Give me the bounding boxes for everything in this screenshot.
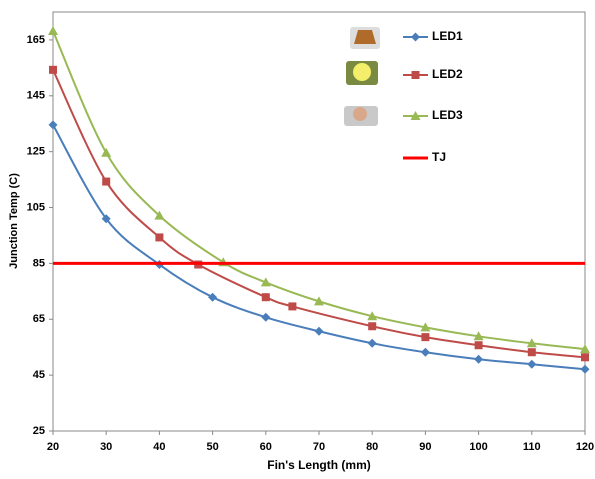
legend-label: TJ — [432, 150, 446, 164]
point — [208, 293, 217, 302]
x-axis-label: Fin's Length (mm) — [267, 458, 371, 472]
point — [262, 293, 270, 301]
y-tick-label: 65 — [33, 313, 45, 325]
point — [261, 313, 270, 322]
point — [528, 348, 536, 356]
page: {"chart_data": {"type": "line", "x_label… — [0, 0, 595, 479]
legend-label: LED2 — [432, 67, 463, 81]
point — [581, 365, 590, 374]
x-tick-label: 70 — [313, 441, 325, 453]
point — [288, 302, 296, 310]
point — [421, 348, 430, 357]
x-tick-label: 30 — [100, 441, 112, 453]
y-tick-label: 145 — [27, 90, 45, 102]
x-tick-label: 110 — [523, 441, 541, 453]
legend-marker — [412, 71, 420, 79]
plot-frame — [53, 12, 585, 431]
point — [48, 26, 58, 35]
x-tick-label: 90 — [419, 441, 431, 453]
x-tick-label: 60 — [260, 441, 272, 453]
legend-marker — [411, 33, 420, 42]
legend-label: LED1 — [432, 29, 463, 43]
y-tick-label: 25 — [33, 425, 45, 437]
x-tick-label: 20 — [47, 441, 59, 453]
led-icon — [353, 107, 367, 121]
x-tick-label: 120 — [576, 441, 594, 453]
y-tick-label: 105 — [27, 201, 45, 213]
point — [581, 353, 589, 361]
led-icon — [353, 63, 371, 81]
y-axis-label: Junction Temp (C) — [8, 173, 20, 269]
x-tick-label: 80 — [366, 441, 378, 453]
point — [475, 341, 483, 349]
point — [101, 148, 111, 157]
point — [527, 360, 536, 369]
point — [49, 66, 57, 74]
point — [218, 257, 228, 266]
point — [474, 355, 483, 364]
chart: Fin's Length (mm) Junction Temp (C) 25 45… — [0, 0, 595, 479]
point — [368, 322, 376, 330]
point — [155, 233, 163, 241]
y-tick-label: 125 — [27, 146, 45, 158]
y-tick-label: 165 — [27, 34, 45, 46]
y-tick-label: 45 — [33, 369, 45, 381]
y-tick-label: 85 — [33, 257, 45, 269]
series-line — [53, 70, 585, 357]
point — [49, 120, 58, 129]
x-tick-label: 50 — [206, 441, 218, 453]
x-tick-label: 40 — [153, 441, 165, 453]
x-tick-label: 100 — [469, 441, 487, 453]
legend-icons — [344, 27, 380, 126]
point — [102, 178, 110, 186]
point — [315, 327, 324, 336]
point — [421, 333, 429, 341]
legend-label: LED3 — [432, 108, 463, 122]
point — [368, 339, 377, 348]
